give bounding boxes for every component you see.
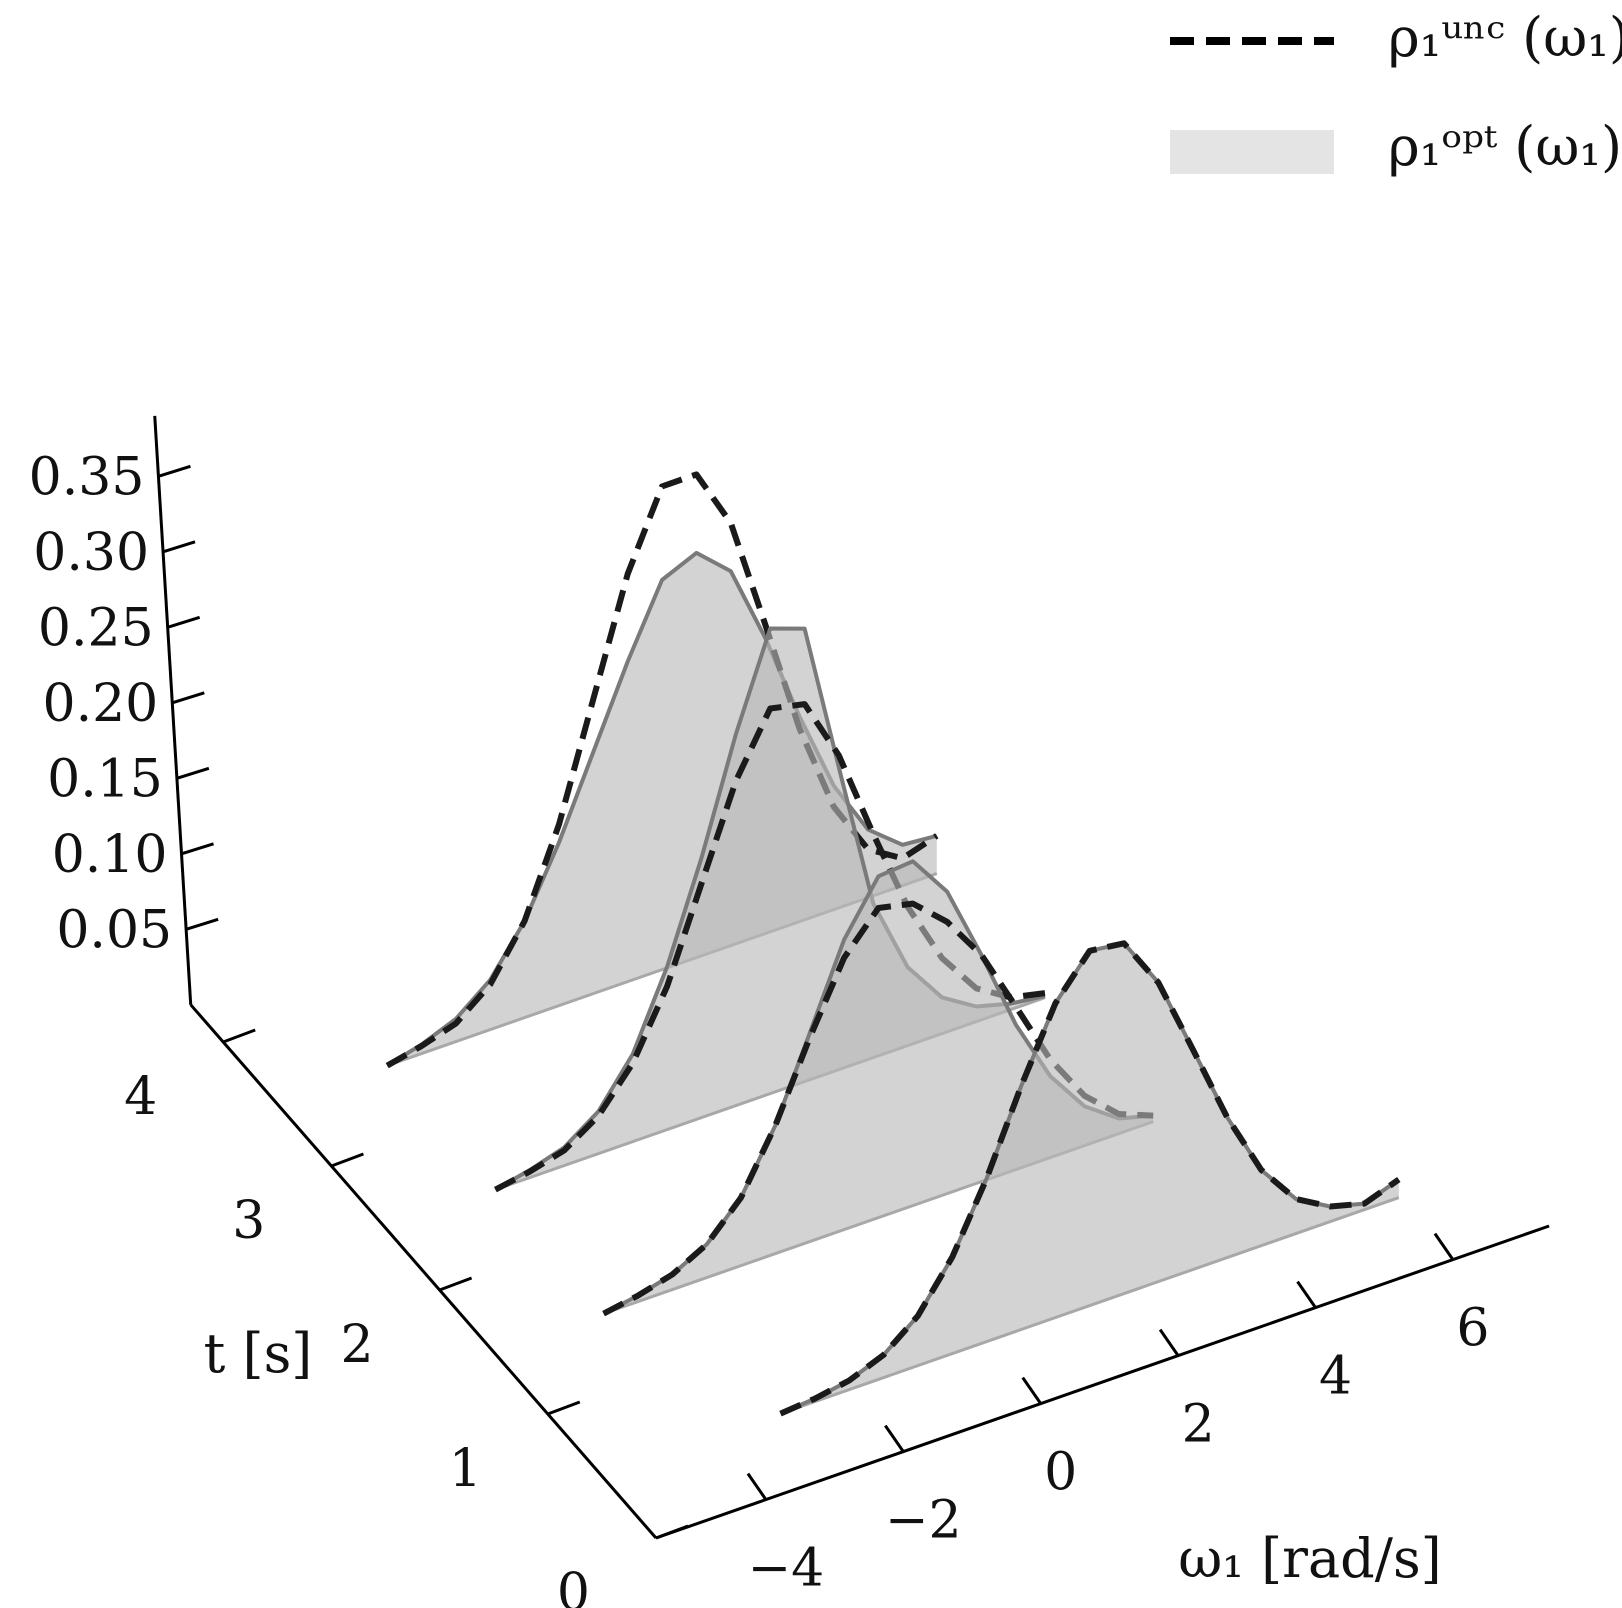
slice-t-0.5 [779, 940, 1401, 1417]
axes-layer: 0.05 0.10 0.15 0.20 0.25 0.30 0.35 0 1 2 3 4 −4 −2 0 2 4… [29, 415, 1550, 1608]
t-tick-label-2: 2 [341, 1315, 374, 1375]
x-tick-label-4: 4 [1319, 1347, 1352, 1407]
z-tick-label-6: 0.35 [29, 447, 145, 507]
t-tick-0 [655, 1524, 689, 1540]
x-tick-3 [1158, 1328, 1180, 1357]
t-tick-2 [439, 1276, 473, 1292]
opt-area-t-0.5 [780, 943, 1399, 1414]
z-tick-label-2: 0.15 [47, 749, 163, 809]
z-tick-5 [162, 540, 196, 554]
x-tick-label-3: 2 [1182, 1395, 1215, 1455]
t-tick-label-4: 4 [124, 1067, 157, 1127]
legend-opt-label: ρ₁ᵒᵖᵗ (ω₁) [1388, 115, 1622, 178]
z-axis-line [153, 415, 193, 1005]
x-tick-0 [746, 1472, 768, 1501]
x-tick-2 [1021, 1376, 1042, 1405]
z-tick-6 [157, 464, 191, 478]
x-tick-label-1: −2 [885, 1491, 962, 1551]
unc-curve-t-0.5 [779, 940, 1401, 1417]
x-axis-line [655, 1224, 1550, 1540]
t-tick-label-0: 0 [557, 1563, 590, 1608]
x-tick-5 [1433, 1232, 1455, 1261]
t-tick-4 [222, 1028, 256, 1044]
legend: ρ₁ᵘⁿᶜ (ω₁) ρ₁ᵒᵖᵗ (ω₁) [1170, 6, 1622, 178]
x-axis-label: ω₁ [rad/s] [1178, 1527, 1441, 1590]
t-tick-label-1: 1 [449, 1439, 482, 1499]
x-tick-label-5: 6 [1456, 1299, 1489, 1359]
z-tick-label-5: 0.30 [33, 523, 149, 583]
legend-opt-swatch [1170, 130, 1334, 174]
z-tick-2 [176, 766, 210, 780]
opt-baseline-t-0.5 [780, 1196, 1400, 1416]
t-axis-line [189, 1003, 658, 1539]
z-tick-label-4: 0.25 [38, 598, 154, 658]
t-tick-label-3: 3 [232, 1191, 265, 1251]
z-tick-0 [185, 917, 219, 931]
x-tick-4 [1296, 1280, 1317, 1309]
z-tick-label-3: 0.20 [42, 674, 158, 734]
legend-unc-label: ρ₁ᵘⁿᶜ (ω₁) [1388, 6, 1622, 69]
t-axis-label: t [s] [204, 1322, 313, 1385]
z-tick-label-1: 0.10 [52, 825, 168, 885]
t-tick-1 [547, 1400, 581, 1416]
z-tick-label-0: 0.05 [56, 900, 172, 960]
z-tick-3 [171, 691, 205, 705]
x-tick-1 [884, 1424, 905, 1453]
slices-layer [385, 471, 1401, 1417]
opt-area-t-3.5 [387, 552, 937, 1066]
t-tick-3 [330, 1152, 364, 1168]
x-tick-label-0: −4 [748, 1539, 825, 1599]
x-tick-label-2: 0 [1044, 1443, 1077, 1503]
z-tick-1 [181, 842, 214, 856]
z-tick-4 [167, 615, 201, 629]
opt-area-t-2.5 [495, 628, 1045, 1190]
